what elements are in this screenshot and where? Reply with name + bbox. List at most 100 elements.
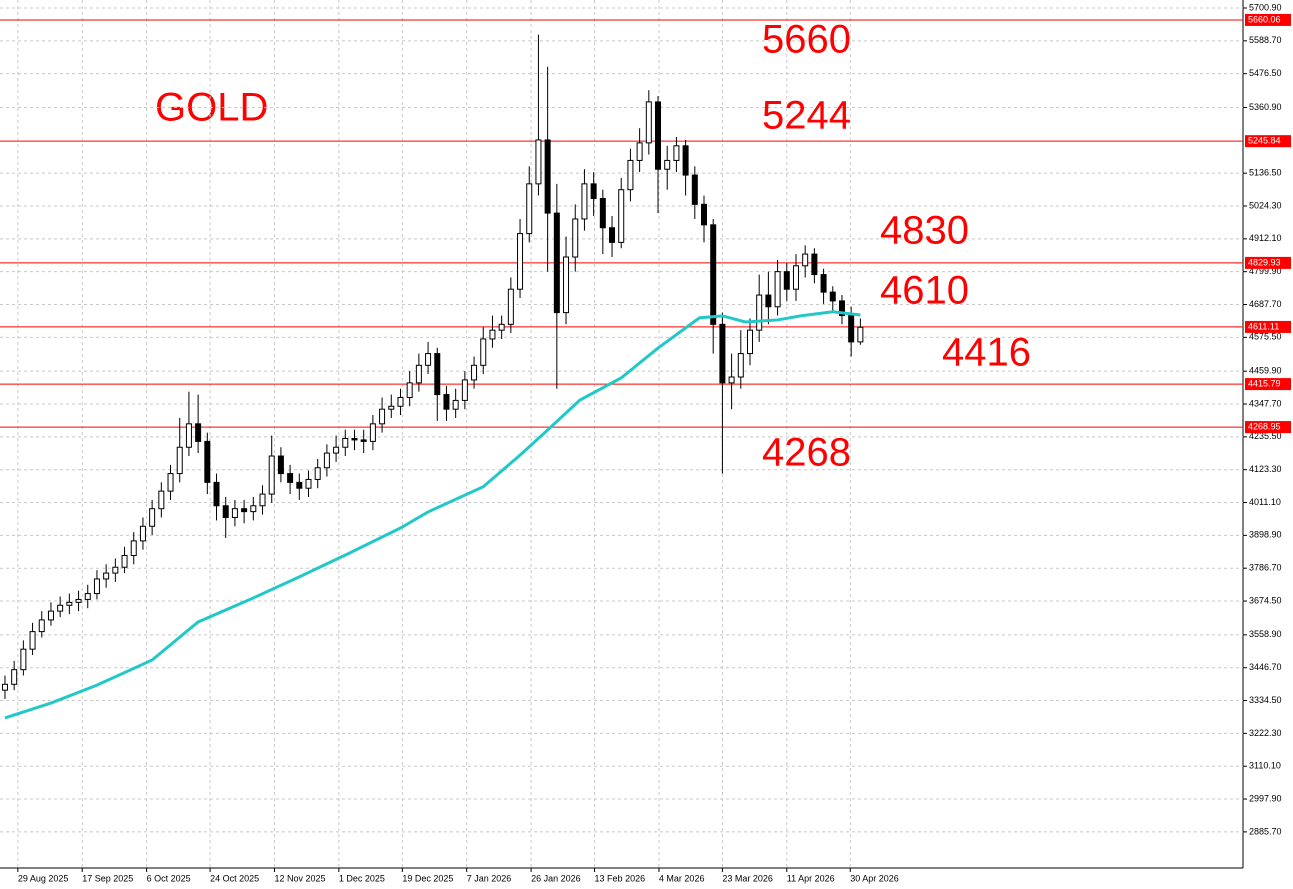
candle-body bbox=[792, 265, 799, 290]
y-tick-label: 4123.30 bbox=[1249, 464, 1282, 474]
candle-body bbox=[379, 408, 386, 425]
candle-body bbox=[618, 189, 625, 243]
x-tick-label: 19 Dec 2025 bbox=[402, 873, 453, 883]
candle-body bbox=[829, 291, 836, 302]
candle-body bbox=[139, 525, 146, 542]
candle-body bbox=[655, 101, 662, 170]
candle-body bbox=[526, 183, 533, 235]
candle-body bbox=[121, 555, 128, 568]
y-tick-label: 3334.50 bbox=[1249, 695, 1282, 705]
candle-body bbox=[388, 405, 395, 410]
candle-body bbox=[158, 490, 165, 510]
level-label-box bbox=[1245, 256, 1291, 269]
candle-body bbox=[241, 508, 248, 513]
candle-body bbox=[728, 376, 735, 384]
candle-body bbox=[305, 478, 312, 489]
candle-body bbox=[84, 593, 91, 600]
annotation: 4830 bbox=[880, 209, 969, 253]
level-label: 4268.95 bbox=[1248, 421, 1281, 431]
y-tick-label: 4912.10 bbox=[1249, 233, 1282, 243]
candle-body bbox=[857, 326, 864, 343]
level-label-box bbox=[1245, 421, 1291, 434]
candle-body bbox=[461, 379, 468, 401]
level-label: 5245.84 bbox=[1248, 136, 1281, 146]
candle-body bbox=[29, 631, 36, 650]
y-tick-label: 5588.70 bbox=[1249, 35, 1282, 45]
candle-body bbox=[471, 364, 478, 381]
candle-body bbox=[691, 174, 698, 205]
candle-body bbox=[701, 203, 708, 226]
y-tick-label: 5700.90 bbox=[1249, 2, 1282, 12]
candle-body bbox=[231, 508, 238, 518]
annotation: 4416 bbox=[942, 331, 1031, 375]
annotation: 4610 bbox=[880, 269, 969, 313]
level-label: 4829.93 bbox=[1248, 257, 1281, 267]
candle-body bbox=[627, 159, 634, 191]
y-tick-label: 2885.70 bbox=[1249, 826, 1282, 836]
candle-body bbox=[342, 437, 349, 448]
candle-body bbox=[314, 467, 321, 480]
candle-body bbox=[581, 183, 588, 220]
candle-body bbox=[783, 271, 790, 290]
candle-body bbox=[296, 481, 303, 489]
candle-body bbox=[47, 610, 54, 621]
candle-body bbox=[746, 329, 753, 355]
y-tick-label: 4235.50 bbox=[1249, 431, 1282, 441]
candle-body bbox=[406, 382, 413, 398]
candle-body bbox=[130, 540, 137, 557]
candle-body bbox=[673, 145, 680, 161]
candle-body bbox=[185, 423, 192, 448]
y-tick-label: 5476.50 bbox=[1249, 68, 1282, 78]
candle-body bbox=[397, 396, 404, 407]
candle-body bbox=[636, 142, 643, 161]
annotation: 5244 bbox=[762, 94, 851, 138]
candle-body bbox=[489, 329, 496, 340]
y-tick-label: 3786.70 bbox=[1249, 563, 1282, 573]
candle-body bbox=[222, 505, 229, 518]
x-tick-label: 11 Apr 2026 bbox=[787, 873, 835, 883]
candle-body bbox=[287, 473, 294, 483]
x-tick-label: 30 Apr 2026 bbox=[850, 873, 899, 883]
candle-body bbox=[765, 294, 772, 308]
y-tick-label: 4575.50 bbox=[1249, 332, 1282, 342]
candle-body bbox=[204, 440, 211, 483]
y-tick-label: 3898.90 bbox=[1249, 530, 1282, 540]
candle-body bbox=[323, 452, 330, 469]
candle-body bbox=[351, 437, 358, 441]
candle-body bbox=[838, 300, 845, 317]
x-tick-label: 24 Oct 2025 bbox=[210, 873, 259, 883]
candle-body bbox=[434, 353, 441, 396]
candle-body bbox=[259, 493, 266, 507]
y-tick-label: 4347.70 bbox=[1249, 398, 1282, 408]
candle-body bbox=[664, 159, 671, 170]
x-tick-label: 6 Oct 2025 bbox=[147, 873, 191, 883]
x-tick-label: 26 Jan 2026 bbox=[531, 873, 581, 883]
y-tick-label: 3674.50 bbox=[1249, 595, 1282, 605]
candle-body bbox=[176, 446, 183, 475]
x-tick-label: 13 Feb 2026 bbox=[595, 873, 646, 883]
y-tick-label: 5024.30 bbox=[1249, 200, 1282, 210]
x-tick-label: 1 Dec 2025 bbox=[339, 873, 385, 883]
candle-body bbox=[360, 439, 367, 442]
candle-body bbox=[811, 253, 818, 276]
candle-body bbox=[553, 212, 560, 314]
candle-body bbox=[802, 253, 809, 267]
candle-body bbox=[250, 505, 257, 513]
level-label-box bbox=[1245, 320, 1291, 333]
candle-body bbox=[112, 566, 119, 574]
y-tick-label: 4011.10 bbox=[1249, 497, 1281, 507]
candle-body bbox=[820, 274, 827, 293]
candle-body bbox=[563, 256, 570, 314]
candle-body bbox=[572, 218, 579, 258]
annotation: 4268 bbox=[762, 431, 851, 475]
candle-body bbox=[149, 508, 156, 527]
x-tick-label: 7 Jan 2026 bbox=[467, 873, 512, 883]
annotation: 5660 bbox=[762, 18, 851, 62]
candle-body bbox=[425, 353, 432, 366]
candle-body bbox=[599, 197, 606, 229]
candle-body bbox=[452, 399, 459, 410]
candle-body bbox=[277, 455, 284, 475]
candle-body bbox=[544, 139, 551, 214]
candle-body bbox=[682, 145, 689, 176]
candle-body bbox=[443, 394, 450, 410]
